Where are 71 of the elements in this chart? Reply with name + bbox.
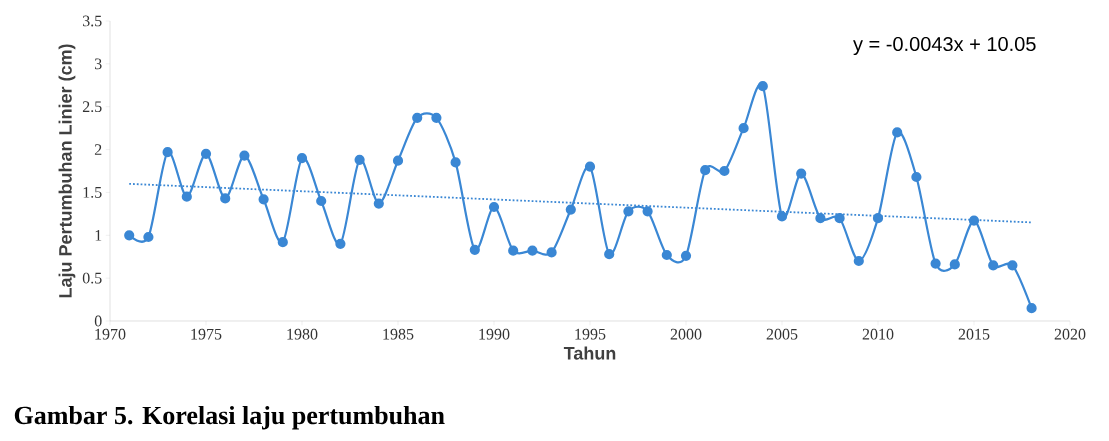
point <box>143 231 154 243</box>
point <box>181 191 192 202</box>
point <box>412 112 423 123</box>
point <box>911 171 922 183</box>
point <box>220 193 231 204</box>
y-tick-label: 1 <box>95 230 102 241</box>
point <box>604 249 615 260</box>
point <box>258 194 269 205</box>
point <box>316 195 327 207</box>
point <box>719 165 730 177</box>
y-tick-label: 3 <box>94 58 102 70</box>
point <box>834 213 845 224</box>
y-tick-label: 0.5 <box>82 272 102 284</box>
point <box>162 147 173 158</box>
point <box>1007 260 1018 271</box>
point <box>872 213 884 224</box>
point <box>776 211 788 222</box>
point <box>757 81 768 92</box>
point <box>968 215 980 226</box>
x-tick-label: 1970 <box>95 328 126 340</box>
point <box>239 150 250 161</box>
point <box>392 155 404 166</box>
x-tick-label: 1975 <box>191 328 222 340</box>
point <box>527 245 538 256</box>
x-tick-label: 1995 <box>575 328 606 340</box>
y-tick-label: 2 <box>94 144 102 155</box>
point <box>661 249 672 261</box>
point <box>796 168 807 179</box>
point <box>642 206 653 217</box>
y-tick-label: 3.5 <box>82 15 102 27</box>
y-tick-label: 1.5 <box>83 187 102 198</box>
point <box>623 206 634 217</box>
point <box>680 250 692 261</box>
point <box>930 258 941 269</box>
x-tick-label: 2000 <box>670 328 702 340</box>
point <box>738 123 749 134</box>
point <box>277 237 288 248</box>
point <box>892 127 903 138</box>
y-tick-label: 0 <box>94 315 102 327</box>
x-tick-label: 1980 <box>287 328 318 340</box>
x-tick-label: 1990 <box>479 328 510 340</box>
point <box>700 165 711 176</box>
point <box>488 201 500 213</box>
point <box>1026 303 1037 314</box>
point <box>565 204 576 215</box>
point <box>988 260 999 271</box>
point <box>124 230 135 241</box>
x-tick-label: 2010 <box>862 328 894 340</box>
point <box>546 247 557 258</box>
x-axis-title: Tahun <box>563 346 616 360</box>
point <box>469 244 480 255</box>
point <box>335 238 346 249</box>
point <box>354 154 365 165</box>
x-tick-label: 2005 <box>766 328 798 340</box>
point <box>200 148 212 159</box>
y-axis-title: Laju Pertumbuhan Linier (cm) <box>58 44 76 298</box>
x-tick-label: 1985 <box>383 328 414 340</box>
point <box>450 157 461 168</box>
point <box>949 259 960 270</box>
text: Gambar 5. Korelasi laju pertumbuhan <box>14 405 445 430</box>
point <box>815 213 826 224</box>
point <box>373 198 384 209</box>
point <box>853 255 864 267</box>
point <box>584 161 596 172</box>
annotation: y = -0.0043x + 10.05 <box>853 36 1036 56</box>
point <box>508 245 519 256</box>
point <box>296 153 308 164</box>
y-tick-label: 2.5 <box>82 101 102 113</box>
point <box>431 112 442 123</box>
x-tick-label: 2020 <box>1054 328 1086 340</box>
x-tick-label: 2015 <box>958 328 990 340</box>
